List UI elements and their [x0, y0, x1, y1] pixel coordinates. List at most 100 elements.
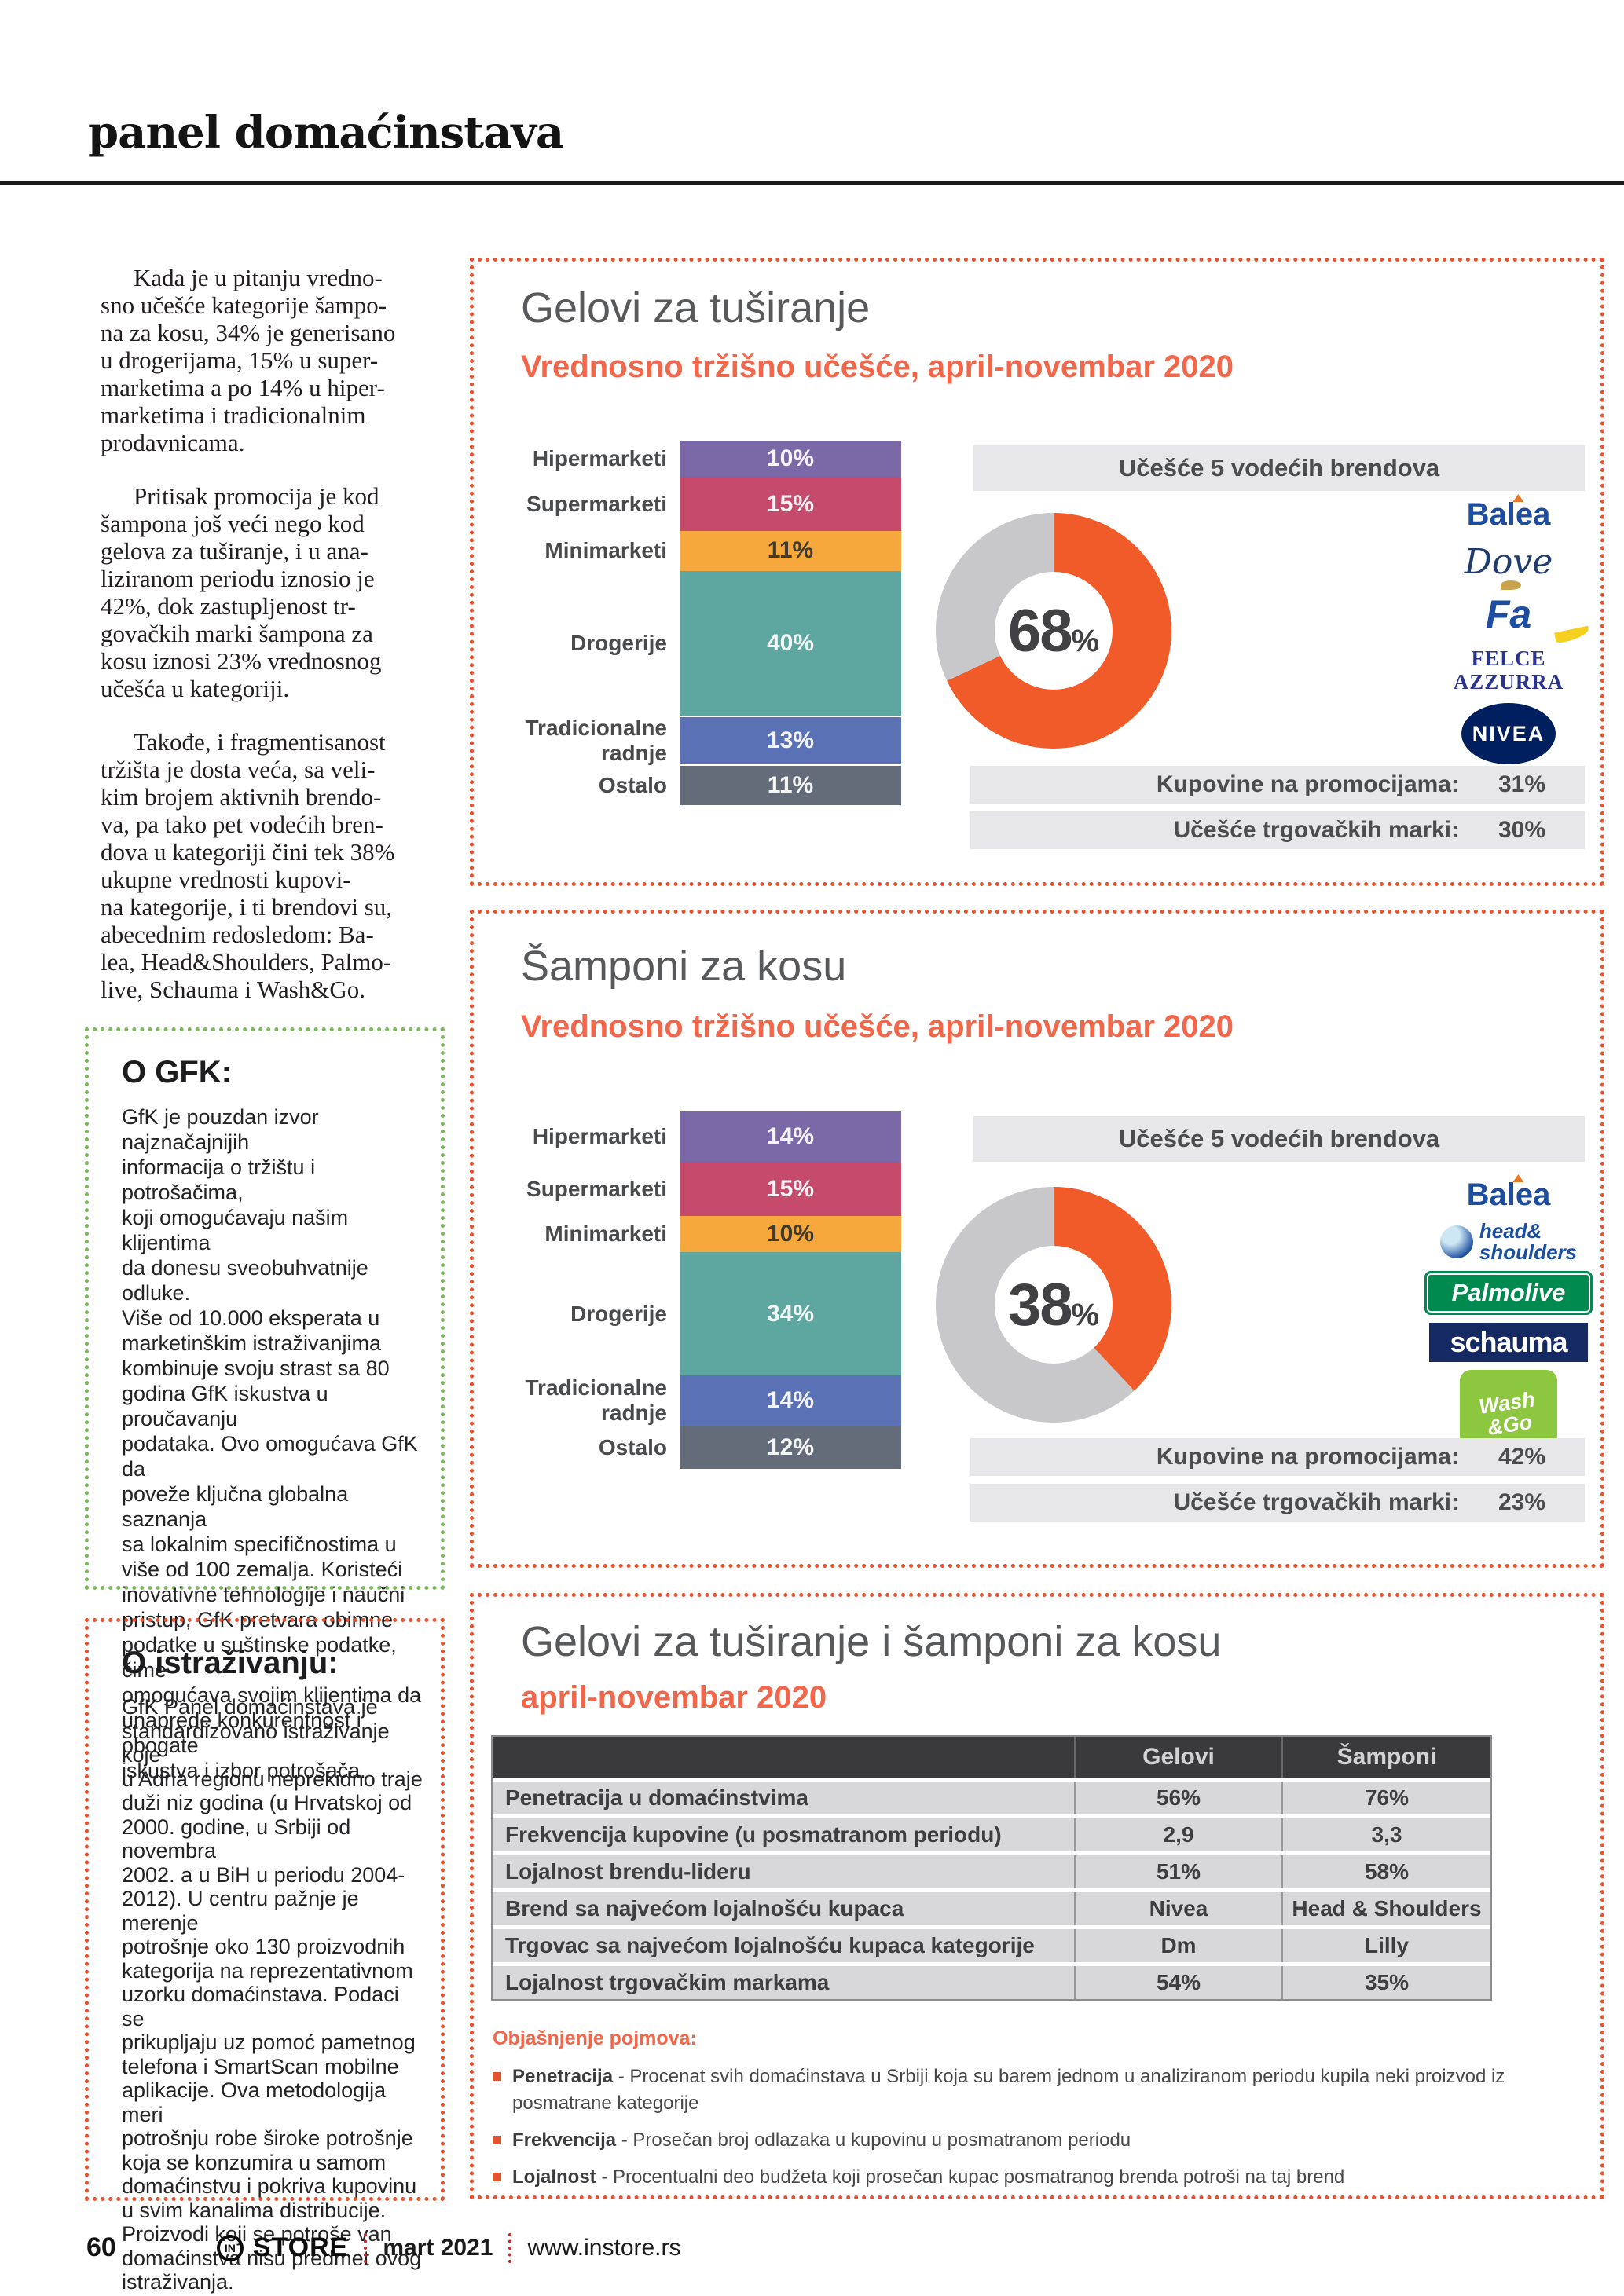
- brand-logo-balea: Balea: [1467, 1177, 1551, 1213]
- table-header-cell: Šamponi: [1281, 1737, 1490, 1778]
- brand-logo-label: schauma: [1450, 1326, 1567, 1358]
- brand-logo-nivea: NIVEA: [1461, 703, 1556, 764]
- article-paragraph: Pritisak promocija je kod šampona još ve…: [101, 482, 382, 702]
- brand-logo-label: Balea: [1466, 1177, 1551, 1212]
- donut-unit: %: [1071, 1297, 1100, 1332]
- bar-segment-value: 13%: [766, 727, 815, 753]
- stat-label: Kupovine na promocijama:: [1156, 771, 1459, 797]
- article-column: Kada je u pitanju vredno- sno učešće kat…: [101, 264, 424, 1029]
- table-row-label: Penetracija u domaćinstvima: [505, 1785, 808, 1810]
- stat-row: Učešće trgovačkih marki: 30%: [970, 811, 1585, 849]
- about-gfk-title: O GFK:: [122, 1055, 232, 1089]
- bar-row: Drogerije 40%: [483, 570, 923, 716]
- bar-segment: 15%: [680, 1162, 901, 1217]
- footer-divider: [508, 2232, 512, 2263]
- table-row-label: Lojalnost brendu-lideru: [505, 1859, 751, 1884]
- panel-shampoos: Šamponi za kosu Vrednosno tržišno učešće…: [470, 910, 1604, 1568]
- legend-bullet-icon: [493, 2173, 501, 2181]
- brand-logo-label: head& shoulders: [1479, 1219, 1578, 1264]
- table-row-label: Lojalnost trgovačkim markama: [505, 1970, 830, 1994]
- bar-segment-value: 40%: [766, 629, 815, 656]
- top-brands-donut-chart: 38 %: [936, 1187, 1171, 1423]
- table-header-empty: [493, 1737, 1074, 1778]
- table-cell-value: 56%: [1074, 1782, 1281, 1814]
- bar-segment: 11%: [680, 531, 901, 571]
- bar-segment-value: 11%: [767, 771, 814, 798]
- table-row-label: Frekvencija kupovine (u posmatranom peri…: [505, 1822, 1002, 1847]
- bar-category-label: Minimarketi: [544, 1221, 667, 1247]
- brand-logo-label: Balea: [1466, 497, 1551, 532]
- table-cell-value: 35%: [1281, 1966, 1490, 1999]
- bar-category-label: Hipermarketi: [532, 446, 667, 471]
- brand-logo-dove: Dove: [1464, 542, 1553, 590]
- panel-title: Šamponi za kosu: [521, 943, 847, 990]
- brand-logo-label: Wash &Go: [1477, 1387, 1537, 1440]
- stat-label: Kupovine na promocijama:: [1156, 1444, 1459, 1470]
- bar-row: Ostalo 11%: [483, 765, 923, 806]
- brand-logo-felce: FELCE AZZURRA: [1454, 646, 1564, 694]
- table-row-label: Brend sa najvećom lojalnošću kupaca: [505, 1896, 904, 1921]
- stat-row: Kupovine na promocijama: 31%: [970, 766, 1585, 804]
- panel-title: Gelovi za tuširanje i šamponi za kosu: [521, 1618, 1222, 1665]
- about-research-title: O istraživanju:: [122, 1646, 339, 1680]
- table-cell-value: 54%: [1074, 1966, 1281, 1999]
- bar-segment: 10%: [680, 441, 901, 477]
- legend-term: Frekvencija: [512, 2129, 617, 2151]
- table-header-cell: Gelovi: [1074, 1737, 1281, 1778]
- legend-item: Penetracija - Procenat svih domaćinstava…: [493, 2063, 1561, 2117]
- top-brands-donut-chart: 68 %: [936, 513, 1171, 749]
- bar-segment-value: 12%: [766, 1434, 815, 1460]
- panel-title: Gelovi za tuširanje: [521, 284, 871, 331]
- table-cell-value: Nivea: [1074, 1892, 1281, 1925]
- bar-category-label: Ostalo: [598, 772, 667, 797]
- about-research-box: O istraživanju: GfK Panel domaćinstava j…: [85, 1618, 445, 2294]
- bar-row: Supermarketi 15%: [483, 477, 923, 531]
- table-row: Penetracija u domaćinstvima 56% 76%: [493, 1782, 1490, 1814]
- stat-label: Učešće trgovačkih marki:: [1173, 1489, 1459, 1515]
- legend-bullet-icon: [493, 2136, 501, 2144]
- legend-list: Penetracija - Procenat svih domaćinstava…: [493, 2063, 1561, 2191]
- bar-segment-value: 15%: [766, 490, 815, 517]
- panel-comparison: Gelovi za tuširanje i šamponi za kosu ap…: [470, 1593, 1604, 2199]
- legend-title: Objašnjenje pojmova:: [493, 2027, 697, 2049]
- brand-logo-label: FELCE AZZURRA: [1453, 646, 1564, 694]
- bar-segment: 34%: [680, 1252, 901, 1375]
- bar-row: Minimarketi 11%: [483, 531, 923, 571]
- page-footer: 60 in STORE mart 2021 www.instore.rs: [86, 2232, 681, 2263]
- panel-shower-gels: Gelovi za tuširanje Vrednosno tržišno uč…: [470, 258, 1604, 886]
- in-circle-icon: in: [216, 2234, 244, 2261]
- bar-category-label: Drogerije: [570, 630, 667, 655]
- comparison-table: Gelovi Šamponi Penetracija u domaćinstvima…: [491, 1735, 1492, 2001]
- brand-logo-label: Palmolive: [1451, 1279, 1566, 1306]
- footer-divider: [364, 2232, 368, 2263]
- issue-date: mart 2021: [383, 2234, 493, 2261]
- brand-logo-balea: Balea: [1467, 497, 1551, 533]
- bar-segment-value: 11%: [767, 537, 814, 564]
- table-cell-value: Dm: [1074, 1929, 1281, 1962]
- bar-row: Tradicionalne radnje 13%: [483, 716, 923, 766]
- brand-logo-label: Dove: [1464, 542, 1553, 582]
- table-cell-value: 76%: [1281, 1782, 1490, 1814]
- channel-share-bar-chart: Hipermarketi 14% Supermarketi 15% Minimarket…: [483, 1111, 923, 1470]
- bar-row: Hipermarketi 10%: [483, 441, 923, 477]
- table-row: Lojalnost brendu-lideru 51% 58%: [493, 1855, 1490, 1888]
- bar-category-label: Hipermarketi: [532, 1124, 667, 1149]
- table-row: Brend sa najvećom lojalnošću kupaca Nivea…: [493, 1892, 1490, 1925]
- legend-term: Penetracija: [512, 2066, 614, 2087]
- stat-value: 30%: [1498, 817, 1546, 843]
- stat-value: 23%: [1498, 1489, 1546, 1515]
- table-row: Trgovac sa najvećom lojalnošću kupaca ka…: [493, 1929, 1490, 1962]
- bar-category-label: Supermarketi: [526, 1176, 667, 1201]
- legend-text: Frekvencija - Prosečan broj odlazaka u k…: [512, 2129, 1131, 2151]
- brand-logo-heads: head& shoulders: [1440, 1221, 1577, 1263]
- bar-segment: 11%: [680, 765, 901, 806]
- stat-label: Učešće trgovačkih marki:: [1173, 817, 1459, 843]
- instore-logo: in STORE: [216, 2232, 349, 2263]
- table-cell-value: 51%: [1074, 1855, 1281, 1888]
- bar-row: Hipermarketi 14%: [483, 1111, 923, 1163]
- legend-text: Lojalnost - Procentualni deo budžeta koj…: [512, 2166, 1345, 2188]
- table-cell-value: 58%: [1281, 1855, 1490, 1888]
- stat-value: 42%: [1498, 1444, 1546, 1470]
- panel-subtitle: Vrednosno tržišno učešće, april-novembar…: [521, 1009, 1234, 1044]
